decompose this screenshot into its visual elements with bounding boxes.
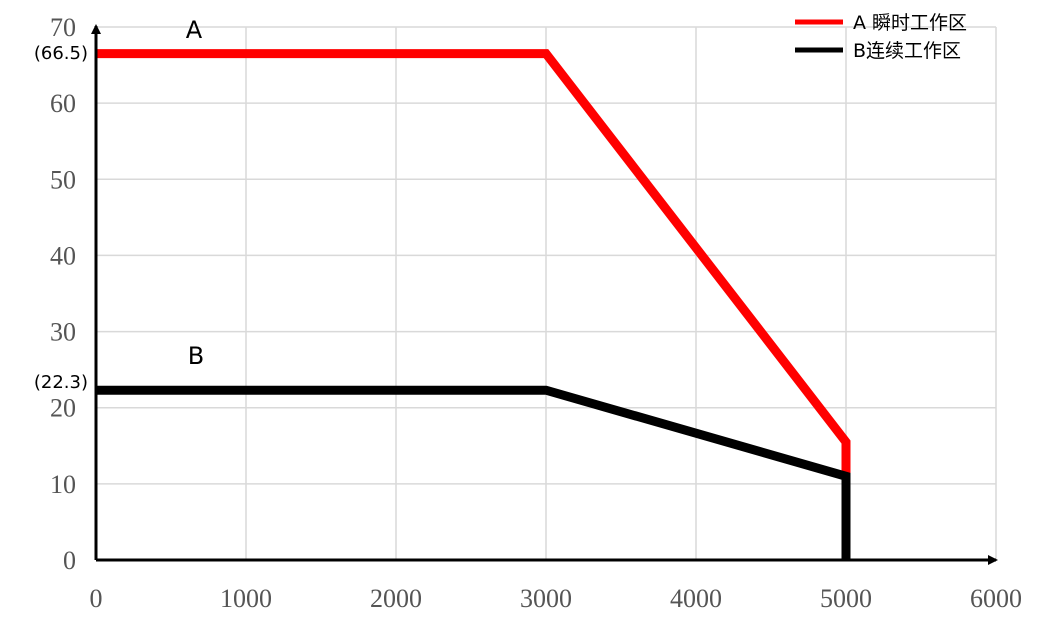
- y-tick-label: 30: [50, 318, 76, 347]
- annotation: A: [186, 16, 203, 44]
- y-tick-label: 10: [50, 470, 76, 499]
- legend-label: B连续工作区: [853, 40, 961, 62]
- y-tick-label: 70: [50, 13, 76, 42]
- x-tick-label: 4000: [670, 584, 722, 613]
- y-tick-label: 60: [50, 89, 76, 118]
- x-tick-label: 3000: [520, 584, 572, 613]
- y-tick-label: 40: [50, 241, 76, 270]
- x-tick-label: 5000: [820, 584, 872, 613]
- annotation: (22.3): [34, 372, 88, 393]
- y-tick-label: 50: [50, 165, 76, 194]
- y-tick-label: 0: [63, 546, 76, 575]
- legend-label: A 瞬时工作区: [853, 12, 967, 34]
- line: [96, 385, 851, 560]
- annotation: (66.5): [34, 43, 88, 64]
- x-tick-label: 1000: [220, 584, 272, 613]
- y-tick-label: 20: [50, 394, 76, 423]
- x-tick-label: 0: [90, 584, 103, 613]
- annotation: B: [188, 342, 204, 370]
- x-tick-label: 6000: [970, 584, 1022, 613]
- x-tick-label: 2000: [370, 584, 422, 613]
- line: [96, 49, 851, 477]
